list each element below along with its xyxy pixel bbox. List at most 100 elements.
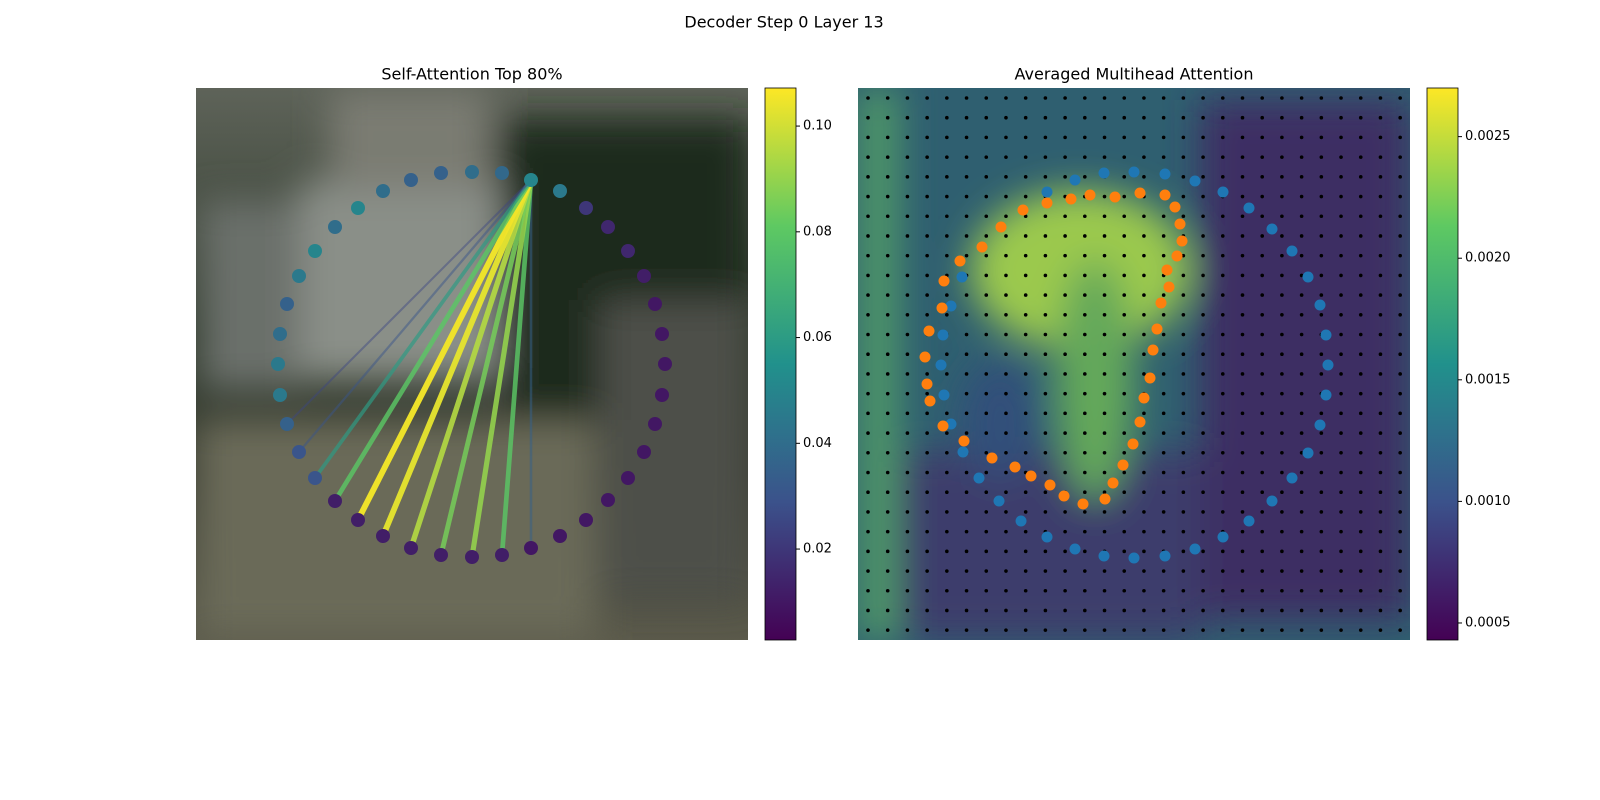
grid-dot [1280,313,1284,317]
grid-dot [964,234,969,238]
grid-dot [1220,234,1225,238]
grid-dot [1280,391,1284,396]
grid-dot [1378,155,1383,159]
grid-dot [1240,234,1245,238]
grid-dot [866,372,870,376]
grid-dot [984,569,989,573]
point [1163,281,1175,293]
heatmap [858,88,1410,640]
grid-dot [1122,135,1127,140]
grid-dot [1083,411,1087,416]
grid-dot [1063,96,1067,100]
grid-dot [1023,175,1028,179]
grid-dot [1378,628,1383,632]
grid-dot [1023,490,1028,495]
grid-dot [1280,175,1284,179]
grid-dot [1339,96,1343,100]
grid-dot [905,155,910,159]
grid-dot [1299,372,1304,376]
token-point [495,166,509,180]
grid-dot [1339,214,1343,219]
grid-dot [1181,332,1186,337]
grid-dot [866,253,870,258]
point [935,359,947,371]
grid-dot [1161,450,1166,455]
grid-dot [1142,411,1146,416]
grid-dot [1201,608,1205,613]
grid-dot [1319,175,1324,179]
grid-dot [1339,155,1343,159]
grid-dot [984,313,989,317]
grid-dot [1023,608,1028,613]
grid-dot [984,608,989,613]
grid-dot [1280,155,1284,159]
attention-link [469,179,534,558]
grid-dot [885,214,890,219]
grid-dot [866,391,870,396]
grid-dot [1240,293,1245,297]
grid-dot [1122,372,1127,376]
point [1189,543,1201,555]
colorbar-tick-label: 0.10 [803,119,832,134]
grid-dot [1280,352,1284,357]
token-point [553,184,567,198]
colorbar-tick-label: 0.04 [803,436,832,451]
grid-dot [984,470,989,475]
grid-dot [885,529,890,534]
point [1243,202,1255,214]
grid-dot [1220,588,1225,593]
point [1217,531,1229,543]
grid-dot [1220,313,1225,317]
grid-dot [945,293,949,297]
grid-dot [1358,470,1363,475]
grid-dot [1004,253,1008,258]
grid-dot [885,332,890,337]
grid-dot [984,332,989,337]
grid-dot [1339,175,1343,179]
grid-dot [1142,135,1146,140]
grid-dot [1378,470,1383,475]
grid-dot [925,628,929,632]
point [945,300,957,312]
grid-dot [945,214,949,219]
token-point [655,327,669,341]
point [1109,191,1121,203]
grid-dot [1102,155,1107,159]
grid-dot [1142,588,1146,593]
grid-dot [1339,411,1343,416]
grid-dot [1142,490,1146,495]
grid-dot [1398,155,1402,159]
grid-dot [1142,450,1146,455]
grid-dot [1398,175,1402,179]
grid-dot [1063,549,1067,554]
grid-dot [945,411,949,416]
point [1069,543,1081,555]
grid-dot [1220,431,1225,435]
grid-dot [1083,431,1087,435]
grid-dot [1161,628,1166,632]
grid-dot [945,96,949,100]
grid-dot [964,510,969,514]
grid-dot [925,608,929,613]
point [1147,344,1159,356]
grid-dot [866,155,870,159]
grid-dot [1023,273,1028,278]
attention-link [286,179,532,425]
grid-dot [1122,628,1127,632]
grid-dot [1161,608,1166,613]
grid-dot [1161,529,1166,534]
colorbar-tick-label: 0.0010 [1465,494,1511,509]
grid-dot [1398,529,1402,534]
grid-dot [1240,569,1245,573]
grid-dot [885,273,890,278]
colorbars [764,87,1459,641]
grid-dot [1339,391,1343,396]
grid-dot [1339,549,1343,554]
grid-dot [1201,470,1205,475]
point [995,221,1007,233]
grid-dot [1122,155,1127,159]
grid-dot [1161,214,1166,219]
grid-dot [1240,628,1245,632]
point [1098,167,1110,179]
grid-dot [1083,253,1087,258]
